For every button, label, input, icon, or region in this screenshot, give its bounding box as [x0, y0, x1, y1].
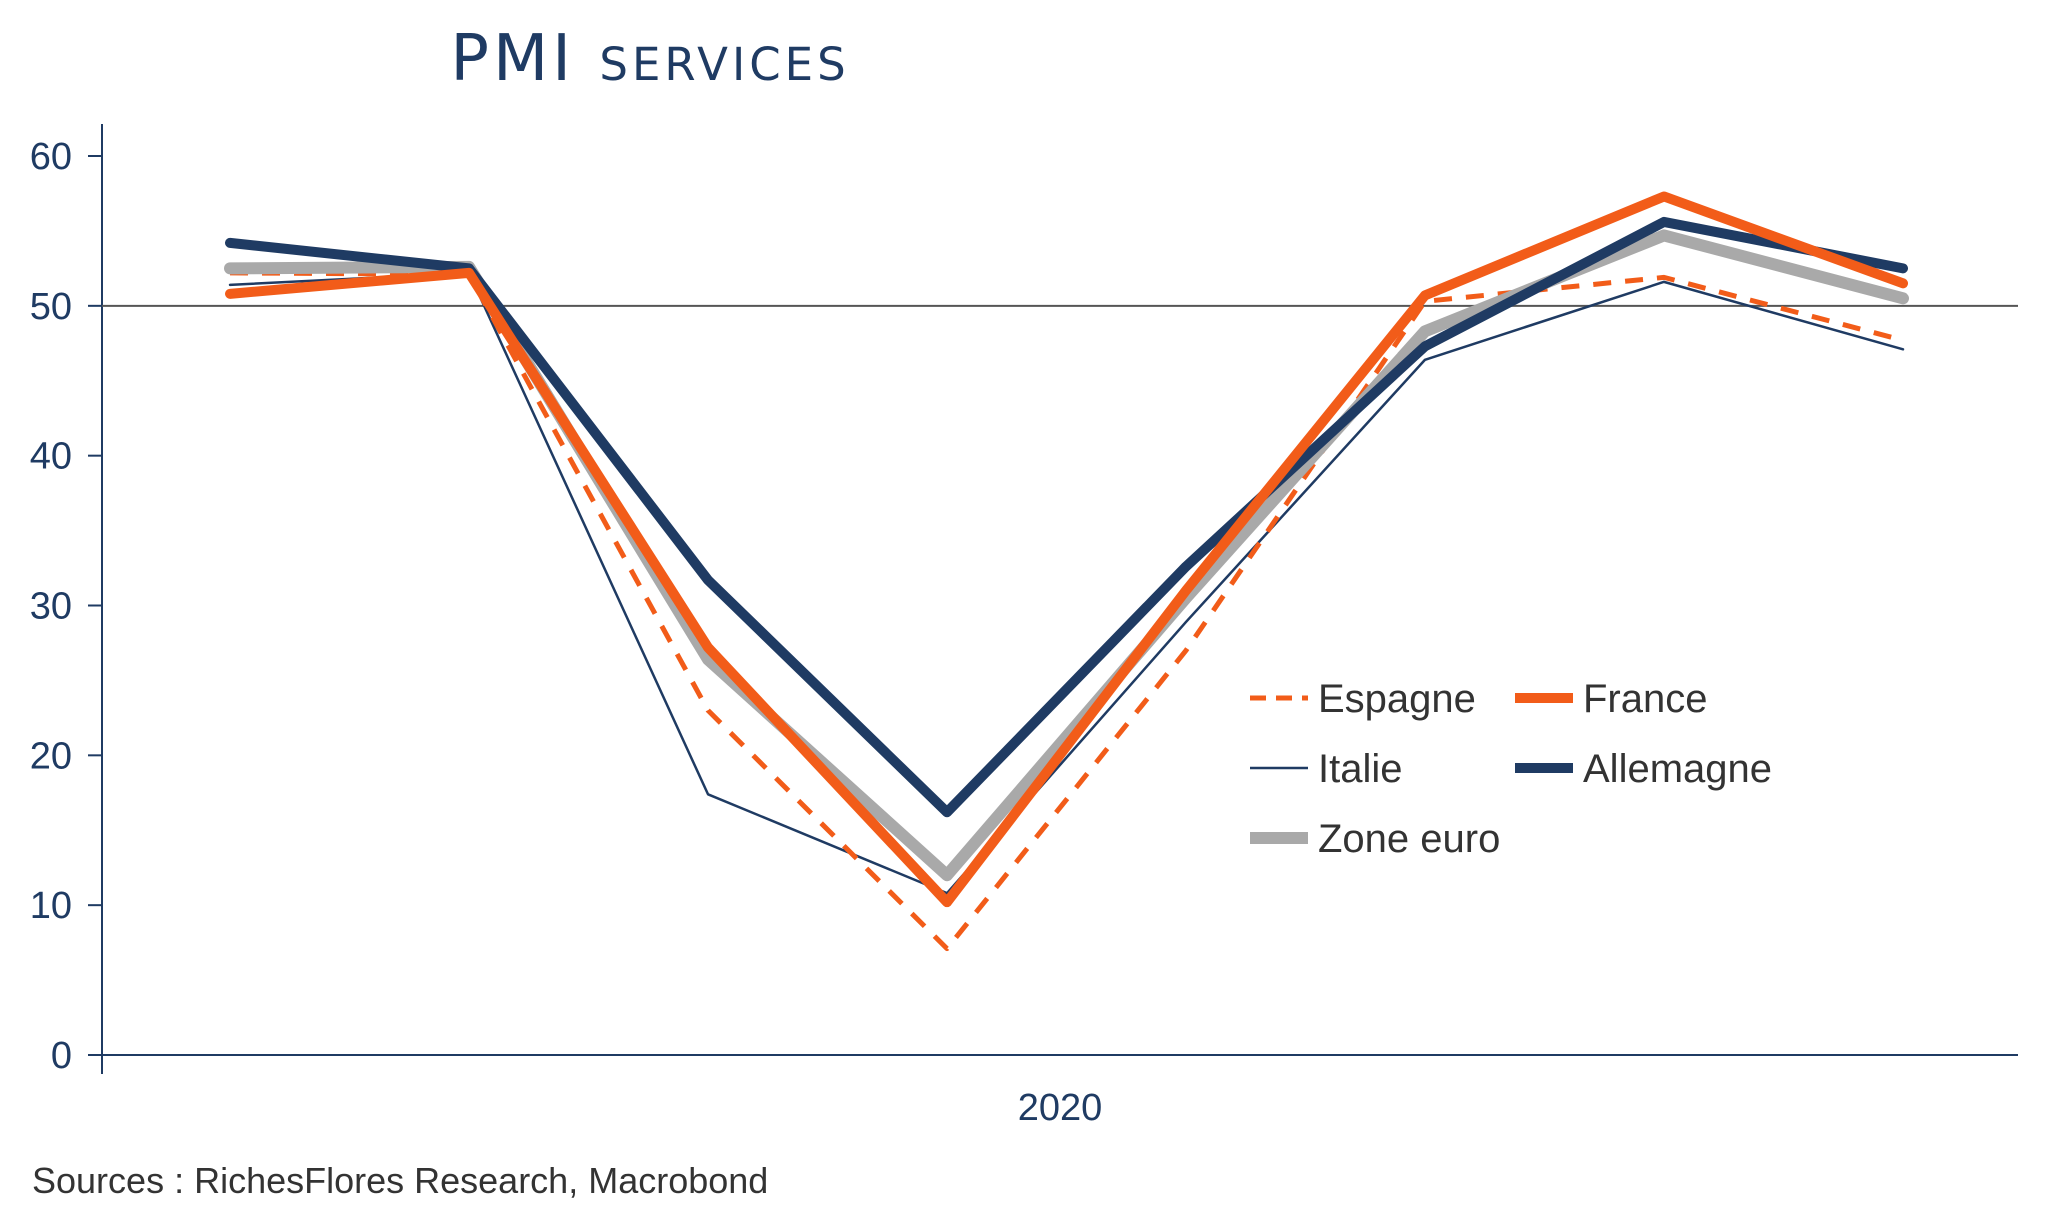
series-layer: [224, 191, 1909, 952]
y-tick-label: 60: [30, 136, 72, 178]
legend-label: Italie: [1318, 747, 1403, 791]
x-axis: 2020: [102, 1054, 2018, 1129]
series-line-france: [225, 191, 1908, 908]
y-tick-label: 30: [30, 586, 72, 628]
legend-label: France: [1583, 677, 1708, 721]
y-tick-label: 40: [30, 436, 72, 478]
chart-title: PMI services: [450, 22, 850, 96]
x-axis-label: 2020: [1018, 1087, 1103, 1129]
y-tick-label: 50: [30, 286, 72, 328]
series-line-italie: [228, 271, 1905, 895]
y-tick-label: 20: [30, 735, 72, 777]
y-tick-label: 0: [51, 1035, 72, 1077]
source-note: Sources : RichesFlores Research, Macrobo…: [32, 1160, 769, 1201]
y-axis: 0 10 20 30 40 50 60: [30, 124, 103, 1077]
series-line-allemagne: [225, 216, 1908, 818]
y-tick-label: 10: [30, 885, 72, 927]
legend-label: Espagne: [1318, 677, 1476, 721]
legend-label: Allemagne: [1583, 747, 1772, 791]
legend-label: Zone euro: [1318, 817, 1500, 861]
series-line-espagne: [229, 270, 1904, 952]
legend: Espagne France Italie Allemagne Zone euro: [1250, 677, 1772, 861]
